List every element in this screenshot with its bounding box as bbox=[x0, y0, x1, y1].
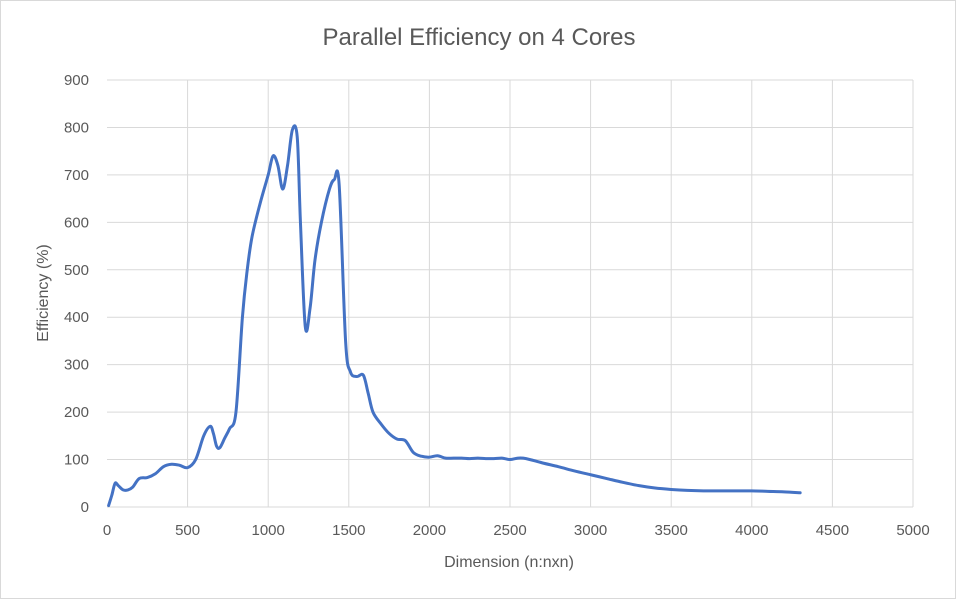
x-tick-label: 0 bbox=[103, 522, 111, 539]
gridlines bbox=[107, 79, 914, 507]
y-tick-label: 900 bbox=[64, 72, 89, 89]
y-tick-label: 500 bbox=[64, 262, 89, 279]
y-tick-label: 700 bbox=[64, 167, 89, 184]
efficiency-series-line bbox=[107, 124, 802, 508]
y-tick-label: 200 bbox=[64, 404, 89, 421]
chart-title: Parallel Efficiency on 4 Cores bbox=[322, 24, 635, 51]
x-tick-label: 4500 bbox=[816, 522, 849, 539]
x-tick-label: 4000 bbox=[735, 522, 768, 539]
x-axis-tick-labels: 0 500 1000 1500 2000 2500 3000 3500 4000 4500 5000 bbox=[103, 522, 930, 539]
y-tick-label: 0 bbox=[81, 499, 89, 516]
x-tick-label: 500 bbox=[175, 522, 200, 539]
y-tick-label: 100 bbox=[64, 452, 89, 469]
y-axis-tick-labels: 0 100 200 300 400 500 600 700 800 900 bbox=[64, 72, 89, 516]
x-tick-label: 5000 bbox=[896, 522, 929, 539]
x-tick-label: 1500 bbox=[332, 522, 365, 539]
y-tick-label: 400 bbox=[64, 309, 89, 326]
x-tick-label: 2500 bbox=[493, 522, 526, 539]
x-tick-label: 2000 bbox=[413, 522, 446, 539]
y-tick-label: 600 bbox=[64, 214, 89, 231]
x-tick-label: 1000 bbox=[252, 522, 285, 539]
x-tick-label: 3000 bbox=[574, 522, 607, 539]
y-tick-label: 800 bbox=[64, 119, 89, 136]
y-tick-label: 300 bbox=[64, 357, 89, 374]
x-axis-title: Dimension (n:nxn) bbox=[444, 554, 574, 571]
y-axis-title: Efficiency (%) bbox=[35, 244, 52, 342]
x-tick-label: 3500 bbox=[655, 522, 688, 539]
